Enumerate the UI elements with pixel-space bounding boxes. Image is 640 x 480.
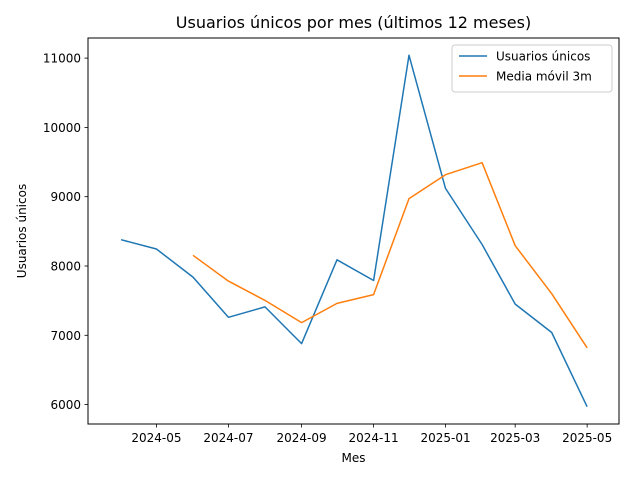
x-axis: 2024-05 2024-07 2024-09 2024-11 2025-01 2025-… [131,424,612,445]
x-tick-label: 2024-07 [203,431,253,445]
plot-frame [87,37,620,425]
y-tick-label: 8000 [50,259,81,273]
x-tick-label: 2024-09 [277,431,327,445]
legend: Usuarios únicos Media móvil 3m [451,44,613,93]
series-line-1 [120,54,588,408]
y-axis-label: Usuarios únicos [15,184,29,278]
x-tick-label: 2024-11 [348,431,398,445]
y-tick-label: 9000 [50,190,81,204]
x-axis-label: Mes [342,451,366,465]
x-tick-label: 2024-05 [131,431,181,445]
x-tick-label: 2025-03 [490,431,540,445]
legend-label-2: Media móvil 3m [496,70,592,84]
y-tick-label: 7000 [50,329,81,343]
legend-box [451,44,613,93]
y-tick-label: 10000 [43,121,81,135]
chart-title: Usuarios únicos por mes (últimos 12 mese… [176,13,531,32]
series-layer [120,54,588,408]
y-tick-label: 6000 [50,398,81,412]
legend-label-1: Usuarios únicos [496,50,590,64]
x-tick-label: 2025-01 [420,431,470,445]
x-tick-label: 2025-05 [562,431,612,445]
series-line-2 [192,161,588,349]
y-axis: 6000 7000 8000 9000 10000 11000 [43,52,88,412]
y-tick-label: 11000 [43,52,81,66]
